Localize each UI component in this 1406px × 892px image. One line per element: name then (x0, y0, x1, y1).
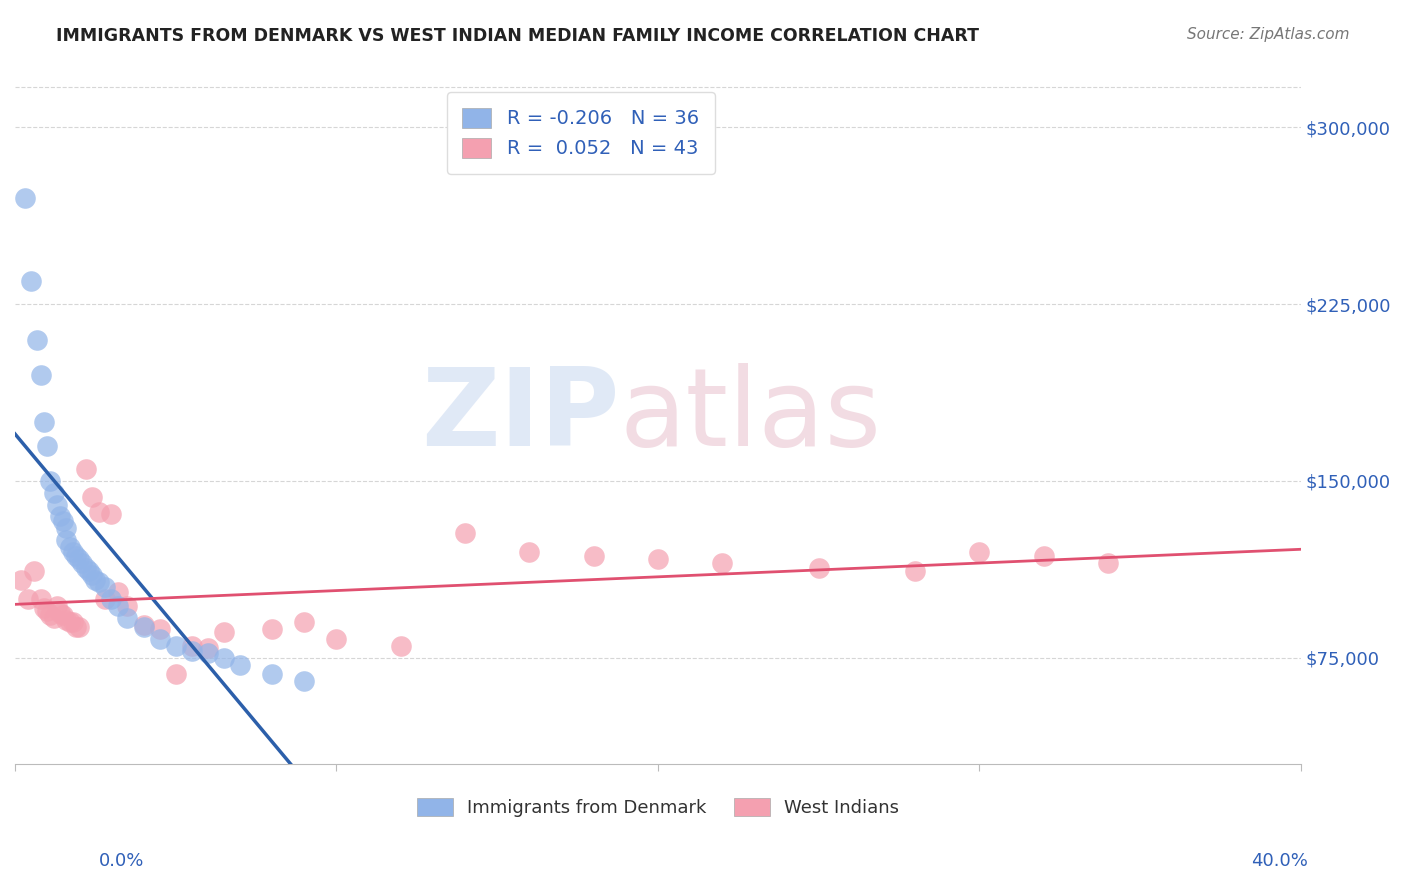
Point (100, 507, 122, 521)
Point (197, 646, 219, 660)
Text: 40.0%: 40.0% (1251, 852, 1308, 870)
Point (165, 667, 187, 681)
Point (1032, 549, 1054, 564)
Point (59, 615, 82, 630)
Point (107, 584, 129, 599)
Point (52, 514, 75, 528)
Point (52, 608, 75, 623)
Point (212, 624, 235, 639)
Point (292, 674, 315, 689)
Point (132, 620, 155, 634)
Point (55, 613, 77, 627)
Point (75, 462, 97, 476)
Point (30, 591, 52, 606)
Point (149, 632, 172, 646)
Point (84, 573, 107, 587)
Point (967, 544, 990, 558)
Point (67, 551, 90, 566)
Point (65, 549, 87, 564)
Point (39, 474, 62, 488)
Point (82, 491, 104, 505)
Point (20, 274, 42, 288)
Point (65, 620, 87, 634)
Point (87, 575, 110, 590)
Point (42, 485, 65, 500)
Point (180, 639, 202, 653)
Point (229, 657, 252, 672)
Point (807, 561, 830, 575)
Point (45, 498, 67, 512)
Point (62, 615, 84, 630)
Point (117, 599, 139, 613)
Point (262, 667, 284, 681)
Point (49, 606, 72, 620)
Text: atlas: atlas (619, 363, 882, 469)
Text: Source: ZipAtlas.com: Source: ZipAtlas.com (1187, 27, 1350, 42)
Text: IMMIGRANTS FROM DENMARK VS WEST INDIAN MEDIAN FAMILY INCOME CORRELATION CHART: IMMIGRANTS FROM DENMARK VS WEST INDIAN M… (56, 27, 979, 45)
Point (132, 617, 155, 632)
Point (107, 599, 129, 613)
Point (582, 549, 605, 564)
Point (37, 439, 59, 453)
Point (27, 333, 49, 347)
Point (72, 557, 94, 571)
Point (22, 564, 45, 578)
Legend: Immigrants from Denmark, West Indians: Immigrants from Denmark, West Indians (409, 790, 907, 824)
Point (100, 591, 122, 606)
Point (165, 639, 187, 653)
Point (1097, 557, 1119, 571)
Point (711, 557, 734, 571)
Point (37, 604, 59, 618)
Point (49, 509, 72, 524)
Point (180, 643, 202, 657)
Point (30, 368, 52, 382)
Point (75, 561, 97, 575)
Text: ZIP: ZIP (420, 363, 619, 469)
Point (292, 615, 315, 630)
Point (517, 544, 540, 558)
Point (55, 533, 77, 547)
Point (454, 525, 477, 540)
Point (32, 415, 55, 429)
Point (197, 641, 219, 656)
Point (77, 564, 100, 578)
Point (212, 650, 235, 665)
Point (87, 505, 110, 519)
Point (904, 564, 927, 578)
Point (55, 521, 77, 535)
Point (62, 544, 84, 558)
Point (39, 608, 62, 623)
Point (325, 632, 347, 646)
Point (94, 591, 117, 606)
Point (45, 599, 67, 613)
Point (117, 610, 139, 624)
Text: 0.0%: 0.0% (98, 852, 143, 870)
Point (149, 623, 172, 637)
Point (647, 551, 669, 566)
Point (14, 191, 37, 205)
Point (59, 540, 82, 554)
Point (82, 568, 104, 582)
Point (17, 591, 39, 606)
Point (42, 610, 65, 624)
Point (10, 573, 32, 587)
Point (262, 623, 284, 637)
Point (94, 580, 117, 594)
Point (389, 639, 412, 653)
Point (32, 601, 55, 615)
Point (67, 620, 90, 634)
